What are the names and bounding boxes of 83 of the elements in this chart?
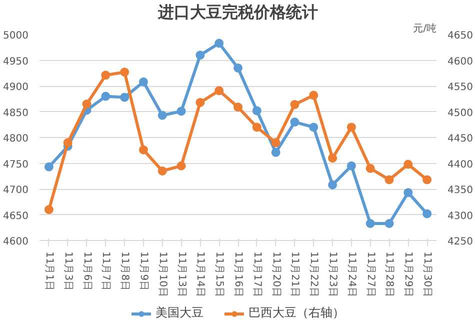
y-tick-label: 4750	[3, 159, 29, 170]
point	[290, 118, 300, 127]
point	[214, 86, 224, 96]
x-tick-label: 11月10日	[156, 252, 168, 297]
legend-label: 巴西大豆（右轴）	[248, 304, 344, 322]
point	[138, 77, 148, 86]
y2-tick-label: 4500	[448, 108, 473, 119]
x-tick-label: 11月1日	[43, 252, 54, 291]
point	[101, 70, 110, 80]
y2-tick-label: 4400	[448, 159, 473, 170]
x-tick-label: 11月13日	[176, 252, 187, 297]
point	[214, 38, 224, 48]
y2-tick-label: 4450	[448, 134, 473, 144]
x-tick-label: 11月21日	[289, 252, 300, 297]
point	[309, 90, 318, 100]
x-tick-label: 11月20日	[270, 252, 282, 297]
x-tick-label: 11月23日	[327, 252, 338, 297]
y-tick-label: 4700	[3, 185, 29, 196]
x-tick-label: 11月6日	[81, 252, 92, 291]
point	[196, 98, 205, 107]
x-tick-label: 11月3日	[62, 252, 74, 291]
point	[158, 110, 167, 120]
y-tick-label: 4850	[3, 108, 29, 119]
x-tick-label: 11月27日	[364, 252, 376, 297]
x-tick-label: 11月30日	[422, 252, 433, 297]
point	[328, 180, 338, 190]
x-tick-label: 11月16日	[232, 252, 244, 297]
point	[234, 102, 242, 112]
point	[422, 175, 432, 184]
point	[138, 145, 148, 154]
x-tick-label: 11月24日	[346, 252, 357, 297]
point	[63, 138, 72, 148]
x-tick-label: 11月28日	[384, 252, 395, 297]
point	[404, 188, 413, 198]
x-tick-label: 11月15日	[214, 252, 225, 297]
y-tick-label: 5000	[3, 30, 29, 42]
point	[176, 106, 186, 116]
point	[101, 92, 110, 101]
point	[422, 209, 432, 218]
point	[290, 100, 300, 110]
point	[44, 205, 54, 214]
y2-tick-label: 4600	[448, 56, 473, 68]
x-tick-label: 11月9日	[138, 252, 149, 291]
y2-tick-label: 4650	[448, 30, 473, 42]
point	[120, 92, 130, 102]
point	[366, 164, 375, 173]
y2-tick-label: 4250	[448, 236, 473, 248]
y-tick-label: 4650	[3, 210, 29, 222]
point	[82, 100, 92, 109]
point	[271, 148, 280, 157]
point	[120, 68, 130, 77]
chart-title: 进口大豆完税价格统计	[157, 2, 318, 22]
x-tick-label: 11月7日	[100, 252, 112, 291]
point	[384, 219, 394, 228]
x-tick-label: 11月8日	[119, 252, 130, 291]
point	[328, 154, 338, 163]
y-tick-label: 4950	[3, 56, 29, 68]
y2-tick-label: 4550	[448, 82, 473, 93]
y2-tick-label: 4350	[448, 185, 473, 196]
point	[404, 160, 413, 169]
point	[346, 122, 356, 132]
x-tick-label: 11月22日	[308, 252, 320, 297]
y2-tick-label: 4300	[448, 210, 473, 222]
point	[234, 63, 242, 72]
y-tick-label: 4900	[3, 82, 29, 93]
y-tick-label: 4600	[3, 236, 29, 248]
y2-axis-title: 元/吨	[413, 22, 437, 34]
point	[346, 161, 356, 170]
point	[366, 219, 375, 228]
point	[384, 175, 394, 184]
point	[252, 106, 262, 116]
point	[309, 122, 318, 132]
point	[252, 122, 262, 132]
point	[176, 161, 186, 170]
point	[271, 138, 280, 148]
x-tick-label: 11月17日	[251, 252, 262, 297]
point	[44, 162, 54, 172]
x-tick-label: 11月14日	[194, 252, 206, 297]
legend-label: 美国大豆	[156, 304, 204, 322]
point	[196, 50, 205, 60]
y-tick-label: 4800	[3, 134, 29, 144]
point	[158, 166, 167, 176]
x-tick-label: 11月29日	[402, 252, 414, 297]
